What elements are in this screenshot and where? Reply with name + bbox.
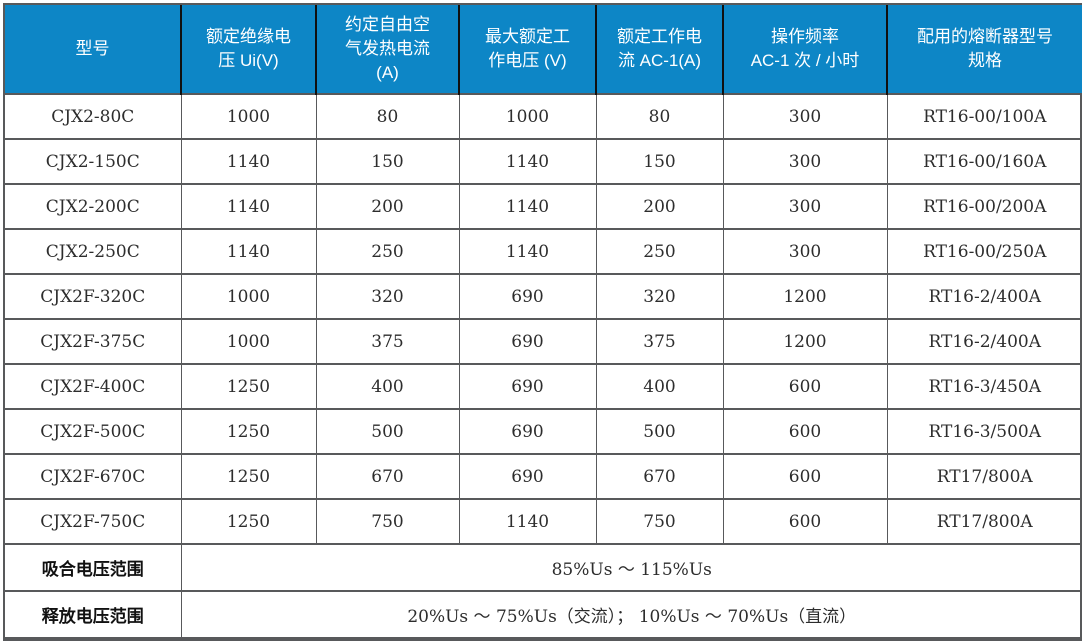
value-cell: 150 [315,138,460,185]
model-cell: CJX2F-750C [5,498,182,545]
model-cell: CJX2F-375C [5,318,182,365]
spec-table-frame: 型号 额定绝缘电 压 Ui(V) 约定自由空 气发热电流 (A) 最大额定工 作… [3,3,1082,641]
table-row: CJX2-80C 1000 80 1000 80 300 RT16-00/100… [5,93,1082,140]
value-cell: 690 [458,363,597,410]
value-cell: 690 [458,408,597,455]
value-cell: 750 [595,498,724,545]
value-cell: 1000 [458,93,597,140]
value-cell: 1000 [180,273,317,320]
value-cell: 1000 [180,93,317,140]
value-cell: 320 [595,273,724,320]
value-cell: RT16-00/100A [886,93,1082,140]
pickup-voltage-row: 吸合电压范围 85%Us ～ 115%Us [5,543,1082,592]
value-cell: 150 [595,138,724,185]
value-cell: 1250 [180,408,317,455]
value-cell: 300 [722,93,888,140]
value-cell: 670 [595,453,724,500]
value-cell: 750 [315,498,460,545]
table-row: CJX2-200C 1140 200 1140 200 300 RT16-00/… [5,183,1082,230]
column-header-working-current: 额定工作电 流 AC-1(A) [596,5,724,95]
model-cell: CJX2F-320C [5,273,182,320]
value-cell: 1140 [458,498,597,545]
value-cell: 690 [458,318,597,365]
value-cell: 80 [595,93,724,140]
value-cell: 600 [722,453,888,500]
value-cell: 1200 [722,318,888,365]
value-cell: 500 [315,408,460,455]
release-voltage-row: 释放电压范围 20%Us ～ 75%Us（交流）； 10%Us ～ 70%Us（… [5,590,1082,639]
value-cell: 1140 [458,228,597,275]
footer-label-pickup-voltage: 吸合电压范围 [5,543,182,592]
column-header-fuse-spec: 配用的熔断器型号 规格 [887,5,1082,95]
table-row: CJX2F-500C 1250 500 690 500 600 RT16-3/5… [5,408,1082,455]
value-cell: 250 [315,228,460,275]
value-cell: 80 [315,93,460,140]
value-cell: 1140 [458,183,597,230]
value-cell: RT16-00/200A [886,183,1082,230]
value-cell: 300 [722,228,888,275]
value-cell: 400 [595,363,724,410]
header-row: 型号 额定绝缘电 压 Ui(V) 约定自由空 气发热电流 (A) 最大额定工 作… [5,5,1082,95]
model-cell: CJX2-250C [5,228,182,275]
value-cell: RT16-3/500A [886,408,1082,455]
value-cell: RT16-2/400A [886,273,1082,320]
value-cell: 690 [458,453,597,500]
value-cell: 690 [458,273,597,320]
footer-value-pickup-voltage: 85%Us ～ 115%Us [180,543,1082,592]
value-cell: 1250 [180,453,317,500]
value-cell: 670 [315,453,460,500]
value-cell: 1140 [180,228,317,275]
value-cell: RT16-3/450A [886,363,1082,410]
contactor-spec-table: 型号 额定绝缘电 压 Ui(V) 约定自由空 气发热电流 (A) 最大额定工 作… [5,5,1082,639]
table-row: CJX2-250C 1140 250 1140 250 300 RT16-00/… [5,228,1082,275]
column-header-max-working-voltage: 最大额定工 作电压 (V) [459,5,597,95]
value-cell: 300 [722,183,888,230]
value-cell: 250 [595,228,724,275]
value-cell: 400 [315,363,460,410]
value-cell: 500 [595,408,724,455]
value-cell: RT17/800A [886,498,1082,545]
value-cell: 375 [315,318,460,365]
table-row: CJX2F-670C 1250 670 690 670 600 RT17/800… [5,453,1082,500]
table-row: CJX2F-400C 1250 400 690 400 600 RT16-3/4… [5,363,1082,410]
value-cell: 1250 [180,498,317,545]
column-header-operating-frequency: 操作频率 AC-1 次 / 小时 [723,5,888,95]
value-cell: 200 [315,183,460,230]
value-cell: 200 [595,183,724,230]
value-cell: 600 [722,498,888,545]
value-cell: RT16-2/400A [886,318,1082,365]
column-header-insulation-voltage: 额定绝缘电 压 Ui(V) [181,5,317,95]
table-row: CJX2F-750C 1250 750 1140 750 600 RT17/80… [5,498,1082,545]
value-cell: 1250 [180,363,317,410]
model-cell: CJX2-200C [5,183,182,230]
column-header-model: 型号 [5,5,182,95]
value-cell: 1200 [722,273,888,320]
model-cell: CJX2F-500C [5,408,182,455]
value-cell: 1140 [180,138,317,185]
table-row: CJX2-150C 1140 150 1140 150 300 RT16-00/… [5,138,1082,185]
column-header-thermal-current: 约定自由空 气发热电流 (A) [316,5,460,95]
value-cell: 600 [722,363,888,410]
value-cell: RT16-00/160A [886,138,1082,185]
model-cell: CJX2-150C [5,138,182,185]
value-cell: 1000 [180,318,317,365]
value-cell: 300 [722,138,888,185]
value-cell: 600 [722,408,888,455]
model-cell: CJX2F-400C [5,363,182,410]
table-row: CJX2F-320C 1000 320 690 320 1200 RT16-2/… [5,273,1082,320]
value-cell: RT17/800A [886,453,1082,500]
model-cell: CJX2-80C [5,93,182,140]
footer-label-release-voltage: 释放电压范围 [5,590,182,639]
value-cell: RT16-00/250A [886,228,1082,275]
model-cell: CJX2F-670C [5,453,182,500]
value-cell: 1140 [458,138,597,185]
footer-value-release-voltage: 20%Us ～ 75%Us（交流）； 10%Us ～ 70%Us（直流） [180,590,1082,639]
value-cell: 320 [315,273,460,320]
value-cell: 375 [595,318,724,365]
table-row: CJX2F-375C 1000 375 690 375 1200 RT16-2/… [5,318,1082,365]
value-cell: 1140 [180,183,317,230]
